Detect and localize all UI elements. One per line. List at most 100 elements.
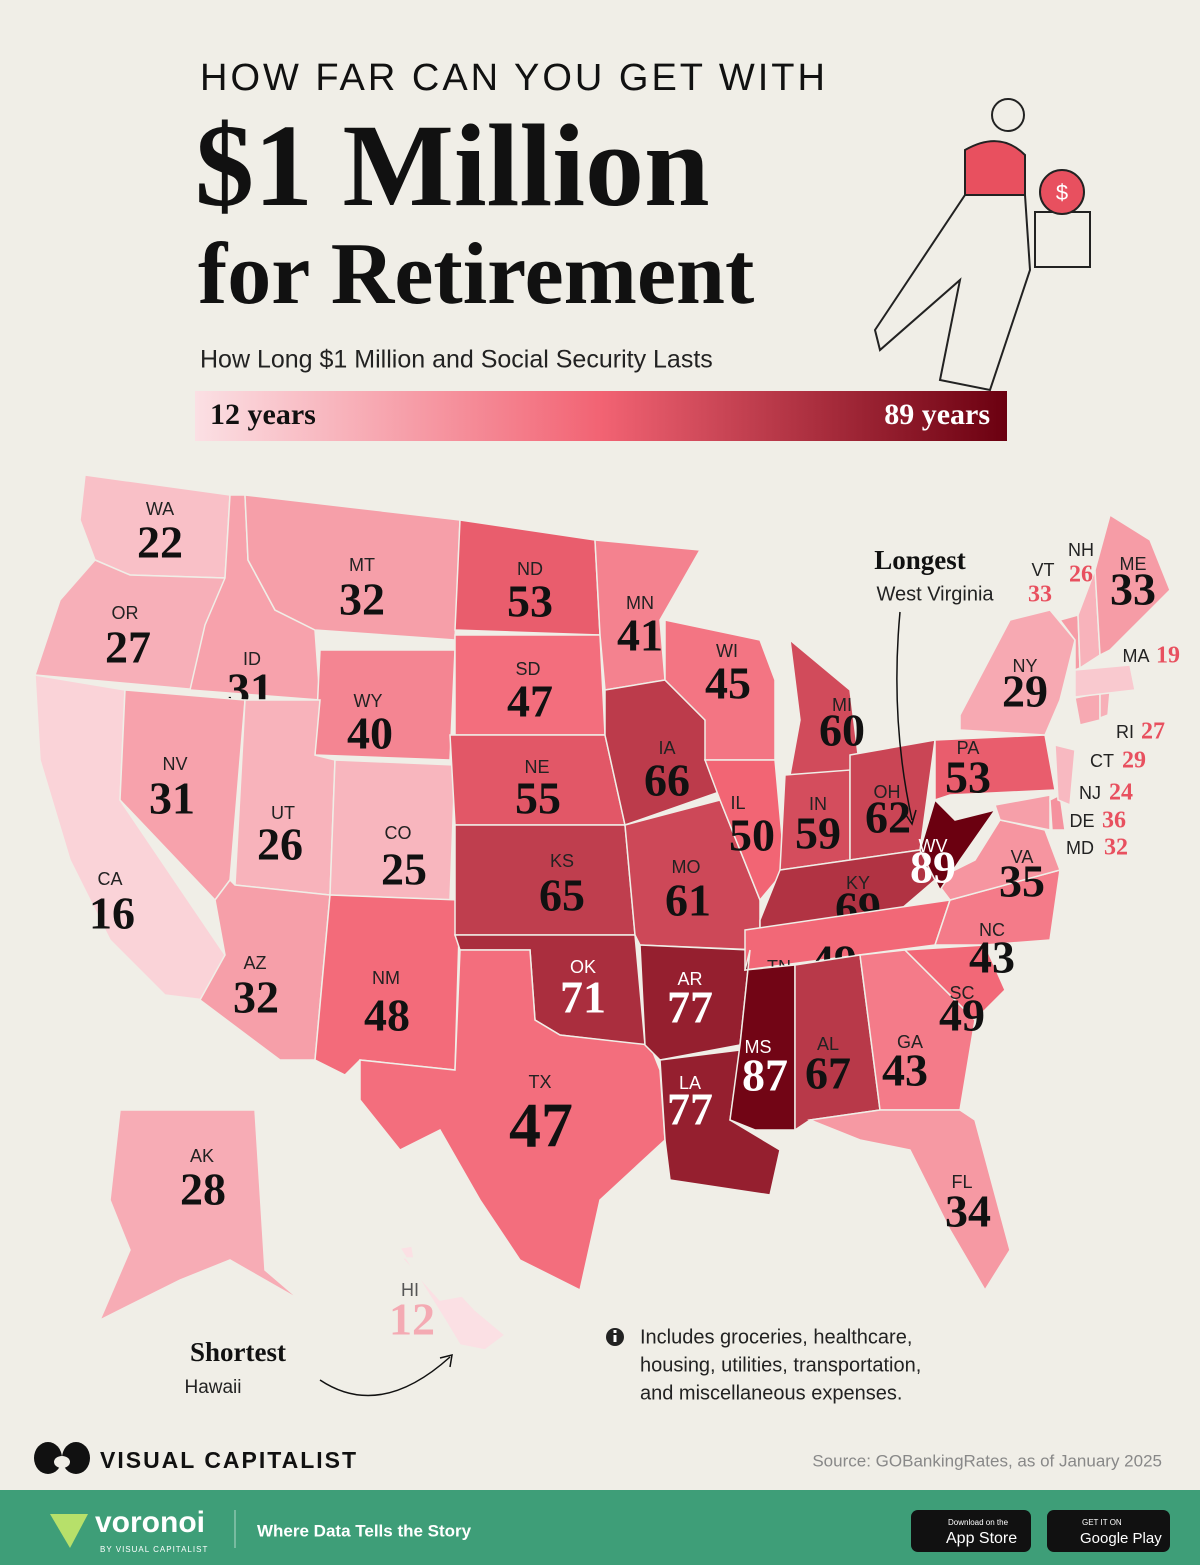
- state-shape: [933, 819, 1061, 901]
- state-abbr: WA: [146, 499, 174, 519]
- state-value: 77: [667, 1084, 713, 1135]
- state-abbr: MI: [832, 695, 852, 715]
- state-abbr: IA: [658, 738, 675, 758]
- state-abbr: CO: [385, 823, 412, 843]
- brand: VISUAL CAPITALIST: [100, 1447, 358, 1473]
- svg-text:$: $: [1056, 180, 1068, 205]
- state-abbr: GA: [897, 1032, 923, 1052]
- state-value: 47: [507, 676, 553, 727]
- state-abbr: VA: [1011, 847, 1034, 867]
- state-abbr: NJ: [1079, 783, 1101, 803]
- state-abbr: DE: [1069, 811, 1094, 831]
- voronoi-logo: [50, 1514, 88, 1548]
- state-value: 28: [180, 1164, 226, 1215]
- state-shape: [903, 944, 1006, 1022]
- state-abbr: AR: [677, 969, 702, 989]
- state-value: 34: [945, 1186, 991, 1237]
- state-value: 33: [1028, 582, 1052, 608]
- state-abbr: IN: [809, 794, 827, 814]
- state-value: 29: [1122, 748, 1146, 774]
- state-abbr: NH: [1068, 540, 1094, 560]
- state-abbr: CA: [97, 869, 122, 889]
- state-abbr: WY: [354, 691, 383, 711]
- state-shape: [1049, 793, 1066, 831]
- state-value: 47: [509, 1090, 573, 1161]
- info-icon-i: [613, 1335, 617, 1342]
- state-value: 49: [939, 990, 985, 1041]
- state-abbr: NM: [372, 968, 400, 988]
- subtitle: How Long $1 Million and Social Security …: [200, 346, 713, 374]
- state-value: 24: [1109, 780, 1133, 806]
- state-shape: [1099, 691, 1111, 720]
- legend-max: 89 years: [884, 398, 990, 431]
- app-store-small: Download on the: [948, 1518, 1009, 1527]
- state-abbr: UT: [271, 803, 295, 823]
- state-shape: [398, 1245, 507, 1351]
- state-abbr: LA: [679, 1073, 701, 1093]
- info-icon-dot: [613, 1330, 617, 1333]
- state-value: 53: [507, 576, 553, 627]
- state-shape: [959, 609, 1076, 736]
- state-shape: [933, 868, 1061, 946]
- longest-arrowhead: [903, 809, 917, 826]
- footer-tagline: Where Data Tells the Story: [257, 1521, 472, 1540]
- state-value: 25: [381, 844, 427, 895]
- state-abbr: HI: [401, 1280, 419, 1300]
- state-value: 41: [617, 610, 663, 661]
- illustration: $: [873, 98, 1091, 392]
- state-value: 26: [257, 819, 303, 870]
- state-abbr: WV: [919, 836, 948, 856]
- state-abbr: AL: [817, 1034, 839, 1054]
- state-abbr: AZ: [243, 953, 266, 973]
- legend-bar: [195, 391, 1007, 441]
- state-value: 62: [865, 792, 911, 843]
- state-shape: [919, 798, 997, 892]
- state-abbr: SC: [949, 983, 974, 1003]
- state-shape: [703, 759, 786, 902]
- state-abbr: ME: [1120, 554, 1147, 574]
- state-abbr: NC: [979, 920, 1005, 940]
- longest-name: West Virginia: [876, 583, 994, 605]
- state-abbr: NE: [524, 757, 549, 777]
- title-line2: for Retirement: [198, 226, 754, 323]
- state-value: 61: [665, 875, 711, 926]
- state-abbr: MN: [626, 593, 654, 613]
- state-value: 59: [795, 808, 841, 859]
- state-abbr: MS: [745, 1037, 772, 1057]
- state-value: 65: [539, 870, 585, 921]
- state-abbr: OR: [112, 603, 139, 623]
- state-value: 19: [1156, 643, 1180, 669]
- state-value: 27: [1141, 719, 1165, 745]
- state-abbr: FL: [951, 1172, 972, 1192]
- state-abbr: CT: [1090, 751, 1114, 771]
- state-shape: [639, 944, 751, 1061]
- state-value: 89: [910, 842, 956, 893]
- state-value: 43: [969, 932, 1015, 983]
- state-abbr: IL: [730, 793, 745, 813]
- state-shape: [1054, 744, 1076, 807]
- app-store-badge[interactable]: [911, 1510, 1031, 1552]
- state-abbr: SD: [515, 659, 540, 679]
- google-play-label: Google Play: [1080, 1530, 1162, 1547]
- state-shape: [934, 734, 1056, 802]
- state-shape: [994, 794, 1051, 831]
- state-shape: [1074, 692, 1101, 726]
- kicker: HOW FAR CAN YOU GET WITH: [200, 57, 828, 99]
- state-abbr: ID: [243, 649, 261, 669]
- state-value: 32: [339, 574, 385, 625]
- state-value: 32: [233, 972, 279, 1023]
- state-value: 71: [560, 972, 606, 1023]
- state-value: 12: [389, 1294, 435, 1345]
- shortest-title: Shortest: [190, 1337, 286, 1367]
- state-value: 16: [89, 888, 135, 939]
- app-store-label: App Store: [946, 1530, 1017, 1547]
- shortest-name: Hawaii: [184, 1377, 241, 1398]
- google-play-badge[interactable]: [1047, 1510, 1170, 1552]
- state-abbr: VT: [1031, 560, 1054, 580]
- state-value: 55: [515, 773, 561, 824]
- state-value: 31: [149, 773, 195, 824]
- title-line1: $1 Million: [195, 100, 710, 231]
- legend-min: 12 years: [210, 398, 316, 431]
- state-value: 50: [729, 810, 775, 861]
